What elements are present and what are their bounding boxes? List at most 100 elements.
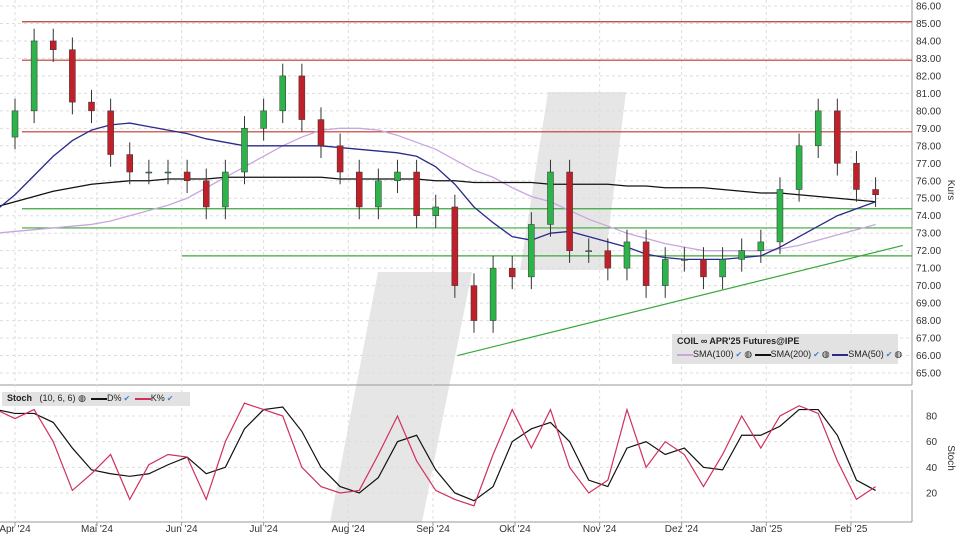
candle-body <box>202 180 210 208</box>
stoch-legend: Stoch (10, 6, 6) ◍ D% ✔ K% ✔ <box>2 392 190 406</box>
candle-body <box>681 259 688 261</box>
candle-body <box>547 171 554 225</box>
candle-body <box>719 259 726 278</box>
y-tick-label: 75.00 <box>916 194 941 205</box>
candle-body <box>260 110 267 129</box>
candle-body <box>413 171 420 216</box>
legend-sma100[interactable]: SMA(100) <box>693 349 734 359</box>
chevron-down-icon[interactable]: ✔ <box>166 394 174 403</box>
candle-body <box>623 241 631 269</box>
candle-body <box>145 171 153 174</box>
candle-body <box>355 171 363 208</box>
candle-body <box>298 75 306 120</box>
k-swatch <box>134 397 151 400</box>
y-tick-label: 85.00 <box>916 19 941 30</box>
x-tick-label: Nov '24 <box>583 524 617 535</box>
candle-body <box>528 224 535 278</box>
candle-body <box>241 128 248 173</box>
candle-body <box>394 171 401 182</box>
sma-line-SMA(200) <box>0 176 876 207</box>
y-tick-label: 69.00 <box>916 299 941 310</box>
candle-body <box>69 49 76 103</box>
stoch-tick-label: 40 <box>926 463 938 474</box>
globe-icon[interactable]: ◍ <box>821 349 830 359</box>
y-tick-label: 83.00 <box>916 54 941 65</box>
y-axis-label: Kurs <box>945 180 956 201</box>
y-tick-label: 73.00 <box>916 229 941 240</box>
stoch-params: (10, 6, 6) <box>39 393 76 403</box>
sma200-swatch <box>754 353 771 356</box>
y-tick-label: 71.00 <box>916 264 941 275</box>
x-tick-label: Sep '24 <box>416 524 450 535</box>
y-tick-label: 68.00 <box>916 316 941 327</box>
candle-body <box>317 119 325 147</box>
legend-sma50[interactable]: SMA(50) <box>848 349 884 359</box>
stoch-axis-label: Stoch <box>945 445 956 471</box>
chevron-down-icon[interactable]: ✔ <box>885 350 893 359</box>
candle-body <box>776 189 784 243</box>
y-tick-label: 72.00 <box>916 246 941 257</box>
candle-body <box>279 75 286 112</box>
y-tick-label: 76.00 <box>916 176 941 187</box>
watermark-logo <box>330 272 472 522</box>
candle-body <box>700 259 707 278</box>
globe-icon[interactable]: ◍ <box>744 349 753 359</box>
d-swatch <box>90 397 107 400</box>
candle-body <box>585 250 592 252</box>
y-tick-label: 79.00 <box>916 124 941 135</box>
x-tick-label: Aug '24 <box>331 524 365 535</box>
candle-body <box>872 189 879 195</box>
candle-body <box>566 171 573 251</box>
stoch-K-line <box>0 402 876 507</box>
y-tick-label: 84.00 <box>916 36 941 47</box>
stoch-tick-label: 60 <box>926 437 938 448</box>
y-tick-label: 80.00 <box>916 106 941 117</box>
y-tick-label: 77.00 <box>916 159 941 170</box>
x-tick-label: Mai '24 <box>81 524 113 535</box>
candle-body <box>375 180 382 208</box>
candle-body <box>11 110 19 138</box>
y-tick-label: 66.00 <box>916 351 941 362</box>
x-tick-label: Jan '25 <box>750 524 782 535</box>
candle-body <box>126 154 133 173</box>
candle-body <box>183 171 191 182</box>
candle-body <box>489 267 497 321</box>
chevron-down-icon[interactable]: ✔ <box>813 350 820 359</box>
candle-body <box>336 145 344 173</box>
sma50-swatch <box>832 353 849 356</box>
y-tick-label: 74.00 <box>916 211 941 222</box>
candle-body <box>432 206 439 216</box>
sma-line-SMA(50) <box>0 122 876 261</box>
globe-icon[interactable]: ◍ <box>894 349 903 359</box>
legend-sma200[interactable]: SMA(200) <box>770 349 812 359</box>
trend-line <box>457 244 904 357</box>
stoch-title: Stoch <box>7 393 33 403</box>
stoch-tick-label: 20 <box>926 488 938 499</box>
candle-body <box>738 250 745 260</box>
y-tick-label: 81.00 <box>916 89 941 100</box>
x-tick-label: Dez '24 <box>665 524 699 535</box>
y-tick-label: 67.00 <box>916 334 941 345</box>
candle-body <box>222 171 229 208</box>
legend-d[interactable]: D% <box>106 393 122 403</box>
sma-line-SMA(100) <box>0 127 876 252</box>
price-legend: COIL ∞ APR'25 Futures@IPE SMA(100) ✔ ◍ SMA… <box>672 334 902 364</box>
y-tick-label: 82.00 <box>916 71 941 82</box>
y-tick-label: 78.00 <box>916 141 941 152</box>
candle-body <box>164 171 172 174</box>
candle-body <box>508 267 516 278</box>
stoch-D-line <box>0 406 876 502</box>
x-tick-label: Jul '24 <box>249 524 278 535</box>
candle-body <box>30 40 38 112</box>
x-tick-label: Apr '24 <box>0 524 31 535</box>
legend-k[interactable]: K% <box>150 393 165 403</box>
globe-icon[interactable]: ◍ <box>78 393 86 403</box>
chevron-down-icon[interactable]: ✔ <box>123 394 131 403</box>
candle-body <box>49 40 57 50</box>
chevron-down-icon[interactable]: ✔ <box>735 350 743 359</box>
candle-body <box>642 241 650 286</box>
y-tick-label: 86.00 <box>916 2 941 13</box>
y-tick-label: 65.00 <box>916 368 941 379</box>
